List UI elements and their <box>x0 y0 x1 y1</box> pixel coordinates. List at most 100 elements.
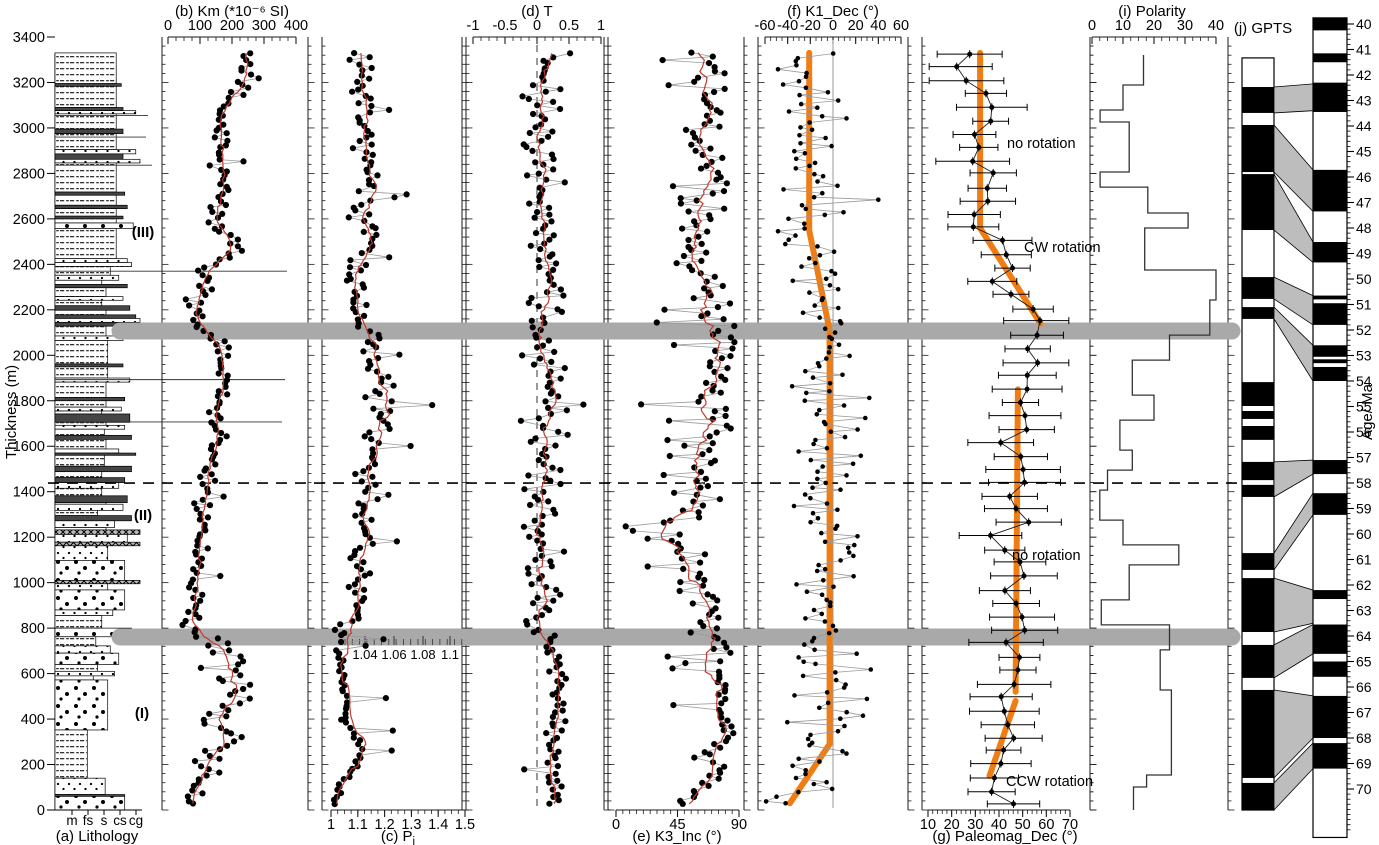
data-point <box>552 755 559 762</box>
data-point <box>368 102 375 110</box>
thickness-tick-label: 200 <box>21 758 45 774</box>
data-point <box>1011 801 1016 807</box>
data-point <box>374 496 381 503</box>
data-point <box>817 253 823 258</box>
data-point <box>195 267 202 274</box>
data-point <box>557 480 564 488</box>
data-point <box>361 312 368 319</box>
data-point <box>703 379 710 386</box>
data-point <box>204 514 212 521</box>
data-point <box>547 390 555 397</box>
lithology-bed <box>54 545 109 561</box>
data-point <box>202 291 209 298</box>
polarity-normal-interval <box>1242 277 1274 299</box>
lithology-bed <box>54 422 107 426</box>
data-point <box>347 724 354 732</box>
data-point <box>807 120 812 125</box>
age-tick-label: 60 <box>1356 526 1372 542</box>
pj-inset-tick-3: 1.08 <box>410 647 435 662</box>
data-point <box>816 562 821 568</box>
data-point <box>235 661 242 668</box>
data-point <box>810 375 816 380</box>
data-point <box>659 57 666 64</box>
data-point <box>666 452 673 460</box>
data-point <box>798 125 803 130</box>
data-point <box>536 575 543 582</box>
data-point <box>199 272 206 279</box>
lithology-bed <box>54 636 97 647</box>
lithology-bed <box>54 439 107 450</box>
data-point <box>677 200 685 207</box>
value-tick-label: 0 <box>612 817 620 833</box>
data-point <box>364 365 372 372</box>
data-point <box>817 315 822 320</box>
data-point <box>184 793 191 800</box>
data-point <box>1002 547 1008 553</box>
gpts-normal-chron <box>1313 345 1347 357</box>
data-point <box>823 421 828 427</box>
data-point <box>548 358 555 365</box>
data-point <box>691 134 699 141</box>
lithology-bed <box>54 400 107 408</box>
data-point <box>817 705 822 711</box>
data-point <box>711 273 718 280</box>
data-point <box>1019 614 1025 620</box>
data-point <box>550 156 557 163</box>
data-point <box>697 559 704 566</box>
data-point <box>214 214 222 221</box>
data-point <box>368 131 375 138</box>
data-point <box>638 401 645 408</box>
data-point <box>811 194 817 200</box>
data-point <box>851 574 856 579</box>
data-point <box>342 705 350 712</box>
data-point <box>707 216 714 223</box>
value-tick-label: 30 <box>1177 18 1193 34</box>
polarity-normal-interval <box>1242 578 1274 632</box>
data-point <box>555 428 562 435</box>
data-point <box>823 480 828 486</box>
lithology-bed <box>54 664 98 672</box>
data-point <box>355 323 362 330</box>
data-point <box>389 727 396 734</box>
data-point <box>357 267 364 274</box>
value-tick-label: 50 <box>1015 817 1031 833</box>
data-point <box>550 98 557 105</box>
data-point <box>551 632 558 639</box>
data-point <box>675 540 682 548</box>
age-tick-label: 40 <box>1356 16 1372 32</box>
data-point <box>852 542 857 548</box>
data-point <box>819 530 824 536</box>
data-point <box>790 763 795 769</box>
data-point <box>793 233 798 238</box>
data-point <box>347 555 354 562</box>
data-point <box>355 500 362 507</box>
lithology-bed <box>54 503 124 511</box>
data-point <box>530 600 537 607</box>
data-point <box>990 170 996 176</box>
value-tick-label: 1.2 <box>375 817 395 833</box>
data-point <box>726 300 734 307</box>
annotation-no-rotation-upper: no rotation <box>1007 136 1076 152</box>
data-point <box>247 681 254 688</box>
data-point <box>722 412 729 419</box>
data-point <box>1015 667 1021 673</box>
data-point <box>713 429 720 436</box>
data-point <box>727 425 734 432</box>
data-point <box>555 393 562 400</box>
data-point <box>711 741 718 748</box>
data-point <box>1025 346 1031 352</box>
lithology-bed <box>54 133 117 150</box>
data-point <box>828 600 833 605</box>
data-point <box>403 191 410 198</box>
data-point <box>803 616 808 621</box>
data-point <box>337 621 344 628</box>
data-point <box>528 294 535 302</box>
lithology-bed <box>54 113 117 130</box>
data-point <box>534 102 541 109</box>
data-point <box>368 516 375 523</box>
data-point <box>366 181 373 188</box>
data-point <box>1017 559 1023 565</box>
lithology-bed <box>54 284 128 289</box>
data-point <box>989 104 995 110</box>
